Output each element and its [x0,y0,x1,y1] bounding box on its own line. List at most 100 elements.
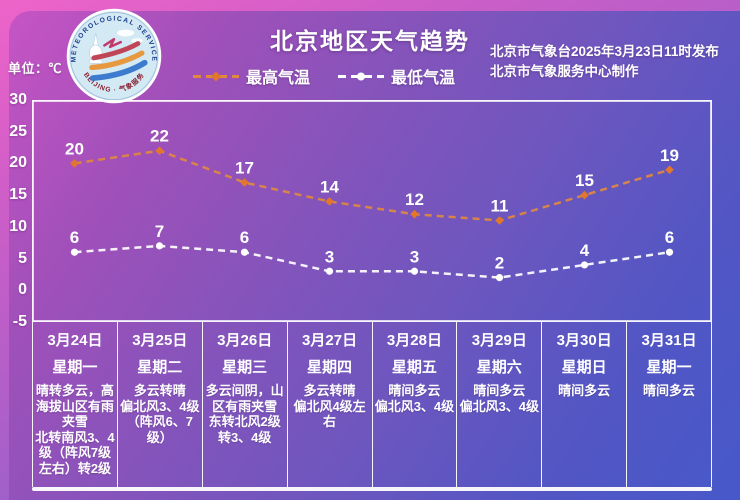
max-temp-value-label: 12 [405,190,424,209]
logo-cloud-icon [116,29,135,37]
plot-border [32,100,712,322]
day-wind: 北转南风3、4级（阵风7级左右）转2级 [35,429,115,476]
day-weekday: 星期五 [391,359,437,376]
day-weekday: 星期一 [646,359,692,376]
legend-label: 最低气温 [391,70,456,87]
publisher-line-1: 北京市气象台2025年3月23日11时发布 [490,44,719,59]
meteorological-service-logo-icon: METEOROLOGICAL SERVICE BEIJING · 气象服务 [66,8,162,104]
min-temp-point [155,242,164,250]
max-temp-point [495,216,504,225]
day-weather: 多云转晴 偏北风3、4级（阵风6、7级） [118,383,202,445]
day-wind: 东转北风2级转3、4级 [208,414,281,445]
min-temp-point [410,267,419,275]
min-temp-value-label: 6 [70,228,79,247]
day-weather: 晴间多云 [542,383,626,399]
min-temp-value-label: 7 [155,222,164,241]
legend-label: 最高气温 [246,70,311,87]
day-column: 3月28日星期五晴间多云 偏北风3、4级 [373,322,458,487]
min-temp-value-label: 6 [665,228,674,247]
min-temp-line [74,244,670,279]
day-column: 3月30日星期日晴间多云 [542,322,628,487]
min-temp-value-label: 2 [495,254,504,273]
chart-legend: 最高气温 最低气温 [193,64,455,88]
max-temp-value-label: 14 [320,177,339,196]
unit-label: 单位：℃ [8,61,63,76]
day-condition: 晴间多云 [388,383,441,398]
day-wind: 偏北风3、4级 [374,398,455,414]
day-date: 3月24日 [47,332,103,349]
day-column: 3月31日星期一晴间多云 [627,322,712,487]
y-tick-label: 0 [18,281,27,299]
min-temp-value-label: 4 [580,241,590,260]
legend-item-min: 最低气温 [338,64,455,88]
legend-item-max: 最高气温 [193,64,310,88]
y-tick-label: 25 [9,122,27,140]
max-temp-point [70,159,79,168]
min-temp-value-label: 3 [410,247,419,266]
day-condition: 多云间阴，山区有雨夹雪 [205,383,284,414]
min-temp-point [495,274,504,282]
y-tick-label: 20 [9,154,27,172]
max-temp-point [410,209,419,219]
min-temp-point [325,267,334,275]
max-temp-point [580,190,589,200]
day-weather: 多云转晴 偏北风4级左右 [288,383,372,430]
day-date: 3月25日 [132,332,188,349]
day-weekday: 星期二 [137,359,183,376]
day-column: 3月25日星期二多云转晴 偏北风3、4级（阵风6、7级） [118,322,203,487]
min-temp-value-label: 6 [240,228,249,247]
day-weather: 晴间多云 [627,383,711,399]
publisher-info: 北京市气象台2025年3月23日11时发布 北京市气象服务中心制作 [490,42,735,82]
day-condition: 晴间多云 [558,383,611,398]
max-temp-value-label: 20 [65,139,84,158]
y-tick-label: 30 [9,91,27,108]
day-weekday: 星期六 [476,359,522,376]
day-condition: 多云转晴 [303,383,356,398]
forecast-table: 3月24日星期一晴转多云，高海拔山区有雨夹雪 北转南风3、4级（阵风7级左右）转2… [32,322,712,487]
min-temp-value-label: 3 [325,247,334,266]
day-weekday: 星期日 [561,359,607,376]
min-temp-legend-marker-icon [338,72,385,80]
max-temp-point [325,197,334,206]
day-wind: 偏北风3、4级（阵风6、7级） [120,398,200,445]
day-weekday: 星期三 [222,359,268,376]
logo-cloud-icon [131,38,143,44]
max-temp-value-label: 11 [491,197,509,216]
y-tick-label: -5 [12,313,27,330]
day-weather: 多云间阴，山区有雨夹雪 东转北风2级转3、4级 [203,383,287,445]
max-temp-line [74,149,670,222]
logo-swoosh-red [91,41,141,61]
temperature-trend-chart: 20 22 17 14 12 11 15 19 6 7 6 3 3 2 4 6 [32,100,712,322]
day-date: 3月31日 [641,332,697,349]
min-temp-point [665,248,674,256]
max-temp-legend-marker-icon [193,71,239,81]
day-condition: 晴转多云，高海拔山区有雨夹雪 [35,383,114,429]
table-bottom-rule [32,487,712,491]
max-temp-value-label: 15 [575,171,594,190]
max-temp-point [155,146,164,156]
day-weekday: 星期四 [307,359,353,376]
min-temp-point [240,248,249,256]
day-date: 3月27日 [302,332,358,349]
y-tick-label: 10 [9,217,27,235]
publisher-line-2: 北京市气象服务中心制作 [490,64,639,79]
page-title: 北京地区天气趋势 [270,28,470,54]
day-date: 3月28日 [386,332,442,349]
day-date: 3月30日 [556,332,612,349]
day-column: 3月24日 星期一 晴转多云，高海拔山区有雨夹雪 北转南风3、4级（阵风7级左右）转2… [33,322,118,487]
day-column: 3月29日 星期六 晴间多云 偏北风3、4级 [457,322,543,487]
y-tick-label: 5 [18,249,27,267]
logo-swoosh-blue [90,59,148,81]
day-weather: 晴间多云 偏北风3、4级 [373,383,457,414]
min-temp-point [70,248,79,256]
day-column: 3月27日星期四多云转晴 偏北风4级左右 [288,322,373,487]
max-temp-value-label: 17 [235,158,254,177]
logo-swoosh-orange [89,50,145,71]
day-date: 3月26日 [217,332,273,349]
logo-bird-icon [103,37,122,49]
day-date: 3月29日 [471,332,527,349]
max-temp-value-label: 19 [660,146,679,165]
day-wind: 偏北风3、4级 [459,398,540,414]
day-condition: 多云转晴 [133,383,186,398]
